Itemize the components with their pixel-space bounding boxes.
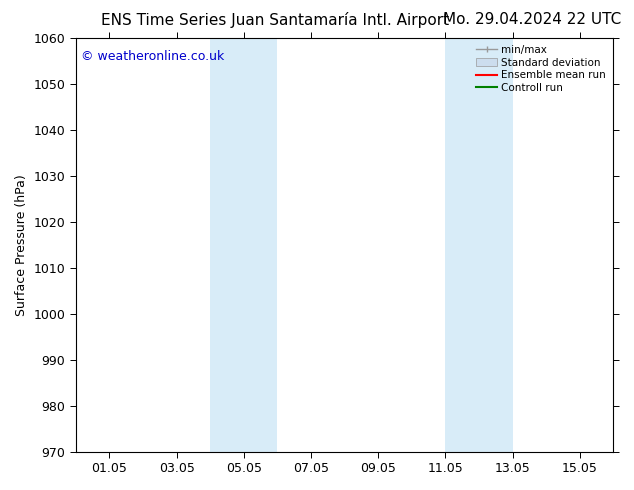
Text: © weatheronline.co.uk: © weatheronline.co.uk: [81, 50, 224, 63]
Y-axis label: Surface Pressure (hPa): Surface Pressure (hPa): [15, 174, 28, 316]
Text: ENS Time Series Juan Santamaría Intl. Airport: ENS Time Series Juan Santamaría Intl. Ai…: [101, 12, 450, 28]
Text: Mo. 29.04.2024 22 UTC: Mo. 29.04.2024 22 UTC: [443, 12, 621, 27]
Bar: [210, 38, 278, 452]
Legend: min/max, Standard deviation, Ensemble mean run, Controll run: min/max, Standard deviation, Ensemble me…: [474, 43, 608, 95]
Bar: [446, 38, 513, 452]
